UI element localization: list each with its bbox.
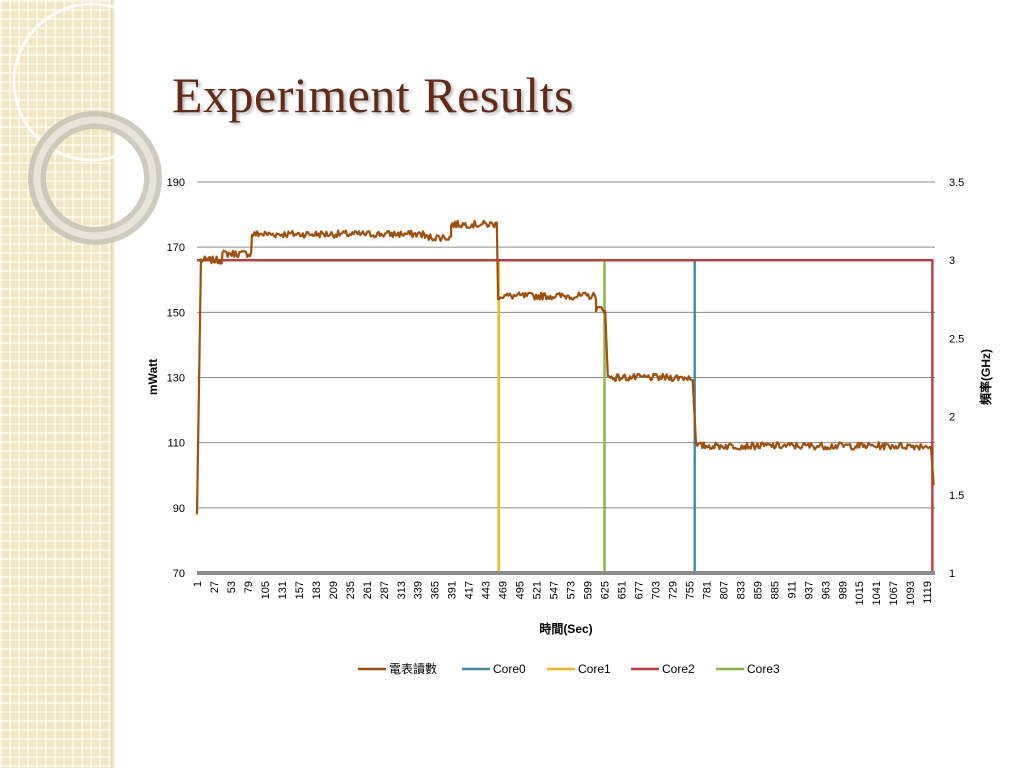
x-tick-label: 443 [481,581,493,599]
x-tick-label: 937 [803,581,815,599]
legend-label: 電表讀數 [389,662,437,676]
x-tick-label: 235 [345,581,357,599]
x-tick-label: 781 [701,581,713,599]
x-tick-label: 339 [413,581,425,599]
x-tick-label: 1041 [871,581,883,605]
x-tick-label: 989 [837,581,849,599]
right-tick-label: 2 [949,412,955,424]
right-tick-label: 3.5 [949,177,964,189]
x-tick-label: 261 [362,581,374,599]
x-tick-label: 183 [311,581,323,599]
series-lines [195,219,935,573]
decorative-ring-large [12,2,172,162]
x-tick-label: 287 [379,581,391,599]
series-line-core2 [197,259,934,573]
right-tick-label: 3 [949,255,955,267]
series-line-core3 [197,259,606,573]
x-tick-label: 469 [498,581,510,599]
x-tick-label: 703 [650,581,662,599]
x-tick-label: 911 [786,581,798,599]
x-tick-label: 1 [192,581,204,587]
legend-label: Core0 [493,662,526,676]
series-line-電表讀數 [195,219,935,515]
left-tick-label: 170 [167,242,185,254]
x-tick-label: 885 [769,581,781,599]
x-tick-label: 833 [735,581,747,599]
left-axis-ticks: 70 90 110 130 150 170 190 [167,177,185,580]
x-tick-label: 209 [328,581,340,599]
slide-title: Experiment Results [172,67,574,123]
x-tick-label: 807 [718,581,730,599]
x-tick-label: 1119 [922,581,934,604]
left-tick-label: 70 [173,568,185,580]
x-tick-label: 53 [226,581,238,593]
x-tick-label: 651 [617,581,629,599]
x-tick-label: 599 [583,581,595,599]
right-tick-label: 1.5 [949,490,964,502]
x-tick-label: 79 [243,581,255,593]
x-tick-label: 729 [667,581,679,599]
series-line-core1 [197,259,500,573]
x-tick-label: 1067 [888,581,900,605]
x-axis-ticks: 1 27 53 79 105 131 157 183 209 235 261 287 313 339 365… [192,581,934,605]
right-tick-label: 2.5 [949,333,964,345]
decorative-ring-highlight [33,116,157,240]
legend: 電表讀數 Core0 Core1 Core2 Core3 [358,662,780,676]
left-axis-title: mWatt [146,359,160,395]
right-tick-label: 1 [949,568,955,580]
left-tick-label: 110 [167,438,185,450]
side-panel-edge [111,0,115,768]
x-tick-label: 417 [464,581,476,599]
x-tick-label: 313 [396,581,408,599]
x-tick-label: 625 [600,581,612,599]
gridlines [197,181,935,574]
x-tick-label: 391 [447,581,459,599]
legend-label: Core3 [747,662,780,676]
legend-label: Core1 [578,662,611,676]
x-tick-label: 105 [260,581,272,599]
x-tick-label: 755 [684,581,696,599]
right-axis-title: 頻率(GHz) [978,349,993,405]
legend-label: Core2 [662,662,695,676]
x-tick-label: 859 [752,581,764,599]
left-tick-label: 150 [167,307,185,319]
x-tick-label: 521 [532,581,544,599]
x-tick-label: 1015 [854,581,866,605]
x-axis-title: 時間(Sec) [539,621,592,636]
x-tick-label: 963 [820,581,832,599]
x-tick-label: 365 [430,581,442,599]
x-tick-label: 1093 [905,581,917,605]
decorative-rings [12,2,172,245]
x-tick-label: 547 [549,581,561,599]
left-tick-label: 90 [173,503,185,515]
left-tick-label: 190 [167,177,185,189]
left-tick-label: 130 [167,373,185,385]
x-tick-label: 495 [515,581,527,599]
series-line-core0 [197,259,696,573]
right-axis-ticks: 1 1.5 2 2.5 3 3.5 [949,177,964,580]
x-tick-label: 131 [277,581,289,599]
x-tick-label: 573 [566,581,578,599]
x-tick-label: 677 [633,581,645,599]
x-tick-label: 157 [294,581,306,599]
x-tick-label: 27 [209,581,221,593]
